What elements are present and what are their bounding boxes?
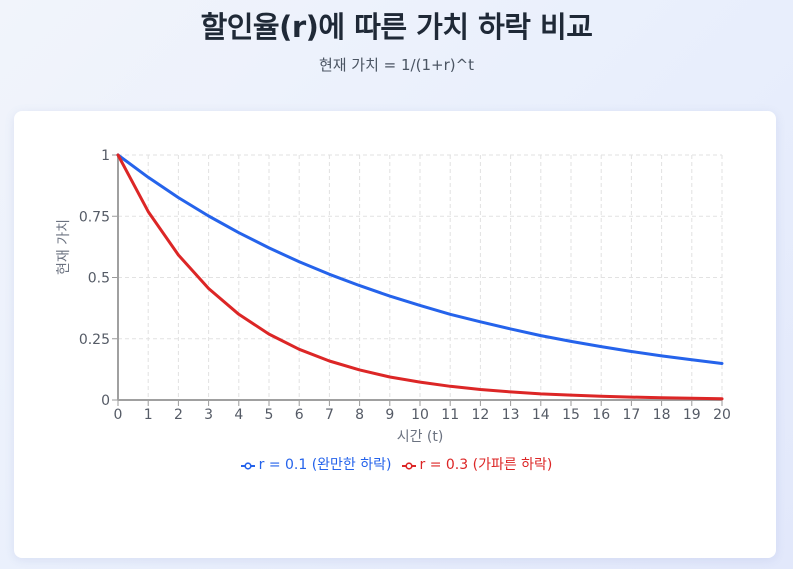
x-tick-label: 15	[562, 407, 580, 423]
x-tick-label: 3	[204, 407, 213, 423]
x-tick-label: 16	[592, 407, 610, 423]
x-tick-label: 7	[325, 407, 334, 423]
x-tick-label: 1	[144, 407, 153, 423]
x-axis-title: 시간 (t)	[397, 429, 444, 445]
legend-label: r = 0.1 (완만한 하락)	[258, 457, 392, 473]
x-tick-label: 6	[295, 407, 304, 423]
axes	[112, 154, 723, 406]
y-tick-label: 0.75	[79, 209, 110, 225]
line-marker-icon	[401, 459, 416, 470]
x-tick-label: 5	[265, 407, 274, 423]
line-marker-icon	[240, 459, 255, 470]
series-line	[116, 153, 724, 401]
chart-card	[14, 111, 776, 558]
x-tick-label: 10	[411, 407, 429, 423]
page-title: 할인율(r)에 따른 가치 하락 비교	[200, 10, 593, 44]
legend-label: r = 0.3 (가파른 하락)	[419, 457, 553, 473]
y-tick-labels: 0 0.25 0.5 0.75 1	[79, 148, 110, 409]
y-tick-label: 0.25	[79, 332, 110, 348]
x-tick-label: 19	[683, 407, 701, 423]
x-tick-label: 2	[174, 407, 183, 423]
x-tick-label: 8	[355, 407, 364, 423]
legend: r = 0.1 (완만한 하락) r = 0.3 (가파른 하락)	[0, 454, 793, 474]
legend-item-r01[interactable]: r = 0.1 (완만한 하락)	[240, 454, 392, 474]
x-tick-labels: 0 1 2 3 4 5 6 7 8 9 10 11 12 13 14 15 16 17 18 19 20	[114, 407, 731, 423]
x-tick-label: 0	[114, 407, 123, 423]
x-tick-label: 12	[471, 407, 489, 423]
series-lines	[116, 153, 724, 401]
formula-subtitle: 현재 가치 = 1/(1+r)^t	[318, 56, 475, 74]
x-tick-label: 4	[234, 407, 243, 423]
x-tick-label: 13	[502, 407, 520, 423]
series-line	[116, 153, 724, 365]
y-tick-label: 1	[101, 148, 110, 164]
x-tick-label: 11	[441, 407, 459, 423]
x-tick-label: 18	[653, 407, 671, 423]
x-tick-label: 14	[532, 407, 550, 423]
x-tick-label: 20	[713, 407, 731, 423]
x-tick-label: 9	[385, 407, 394, 423]
y-tick-label: 0.5	[88, 271, 110, 287]
y-tick-label: 0	[101, 393, 110, 409]
x-tick-label: 17	[622, 407, 640, 423]
y-axis-title: 현재 가치	[56, 219, 72, 275]
grid-lines	[118, 154, 723, 400]
legend-item-r03[interactable]: r = 0.3 (가파른 하락)	[401, 454, 553, 474]
